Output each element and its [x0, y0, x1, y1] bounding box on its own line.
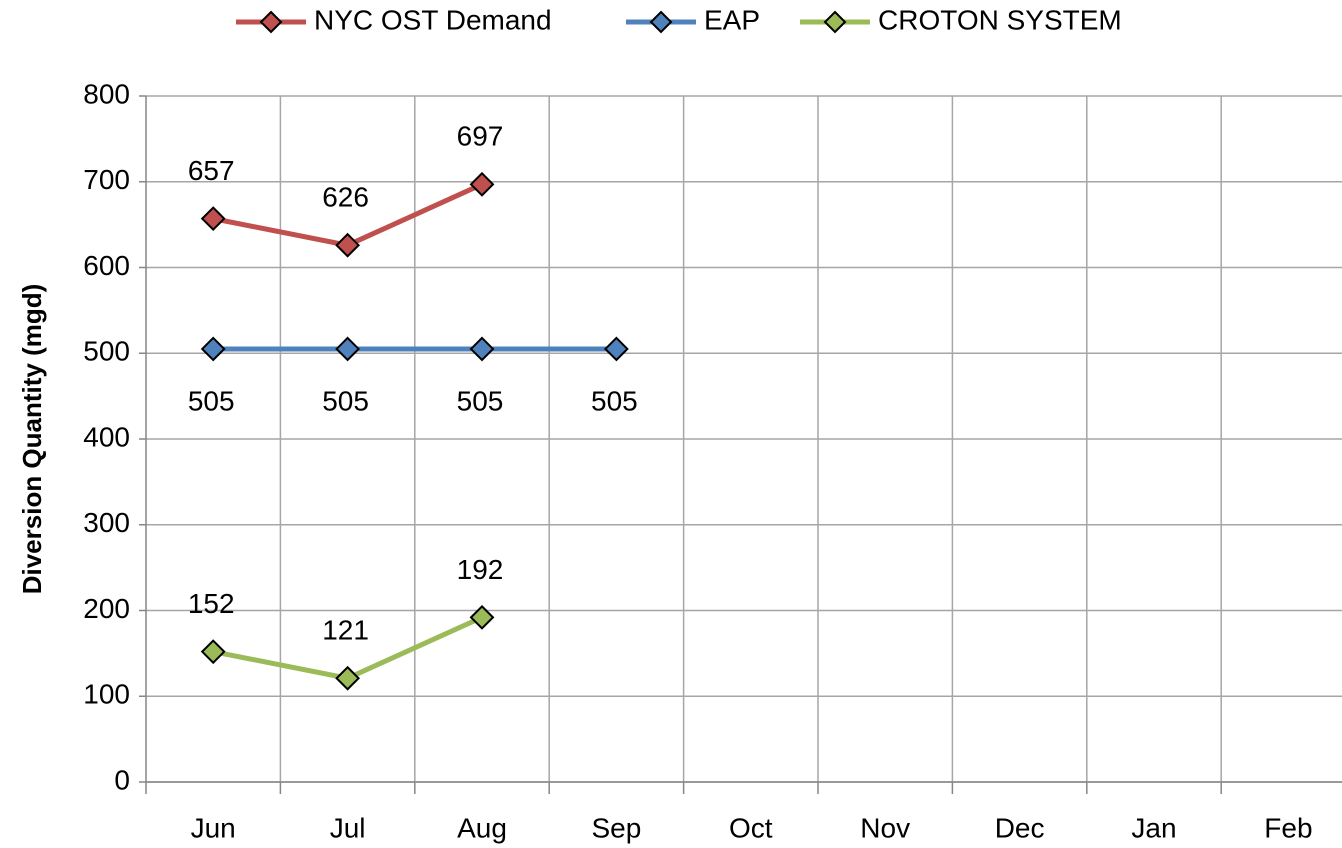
y-tick-label: 600 [83, 250, 130, 281]
marker [469, 604, 495, 630]
y-tick-label: 500 [83, 336, 130, 367]
x-tick-label: Oct [729, 812, 773, 843]
data-label: 626 [322, 182, 369, 213]
x-tick-label: Jun [191, 812, 236, 843]
x-tick-label: Jul [330, 812, 366, 843]
data-label: 505 [188, 385, 235, 416]
legend-label: CROTON SYSTEM [878, 4, 1122, 35]
marker [603, 336, 629, 362]
marker [200, 639, 226, 665]
marker [200, 336, 226, 362]
marker [469, 336, 495, 362]
y-axis-label: Diversion Quantity (mgd) [17, 284, 47, 595]
marker [200, 206, 226, 232]
y-tick-label: 800 [83, 78, 130, 109]
data-label: 697 [457, 121, 504, 152]
data-label: 505 [457, 385, 504, 416]
data-label: 657 [188, 155, 235, 186]
x-tick-label: Nov [860, 812, 910, 843]
data-label: 192 [457, 554, 504, 585]
x-tick-label: Sep [591, 812, 641, 843]
marker [335, 232, 361, 258]
y-tick-label: 300 [83, 507, 130, 538]
y-tick-label: 400 [83, 421, 130, 452]
x-tick-label: Feb [1264, 812, 1312, 843]
legend-marker [823, 10, 847, 34]
x-tick-label: Aug [457, 812, 507, 843]
marker [335, 336, 361, 362]
y-tick-label: 200 [83, 593, 130, 624]
y-tick-label: 0 [114, 764, 130, 795]
data-label: 152 [188, 588, 235, 619]
legend-label: EAP [704, 4, 760, 35]
data-label: 505 [322, 385, 369, 416]
legend-marker [649, 10, 673, 34]
marker [469, 171, 495, 197]
y-tick-label: 100 [83, 679, 130, 710]
legend-marker [259, 10, 283, 34]
legend-label: NYC OST Demand [314, 4, 552, 35]
x-tick-label: Dec [995, 812, 1045, 843]
data-label: 505 [591, 385, 638, 416]
marker [335, 665, 361, 691]
data-label: 121 [322, 615, 369, 646]
x-tick-label: Jan [1131, 812, 1176, 843]
y-tick-label: 700 [83, 164, 130, 195]
